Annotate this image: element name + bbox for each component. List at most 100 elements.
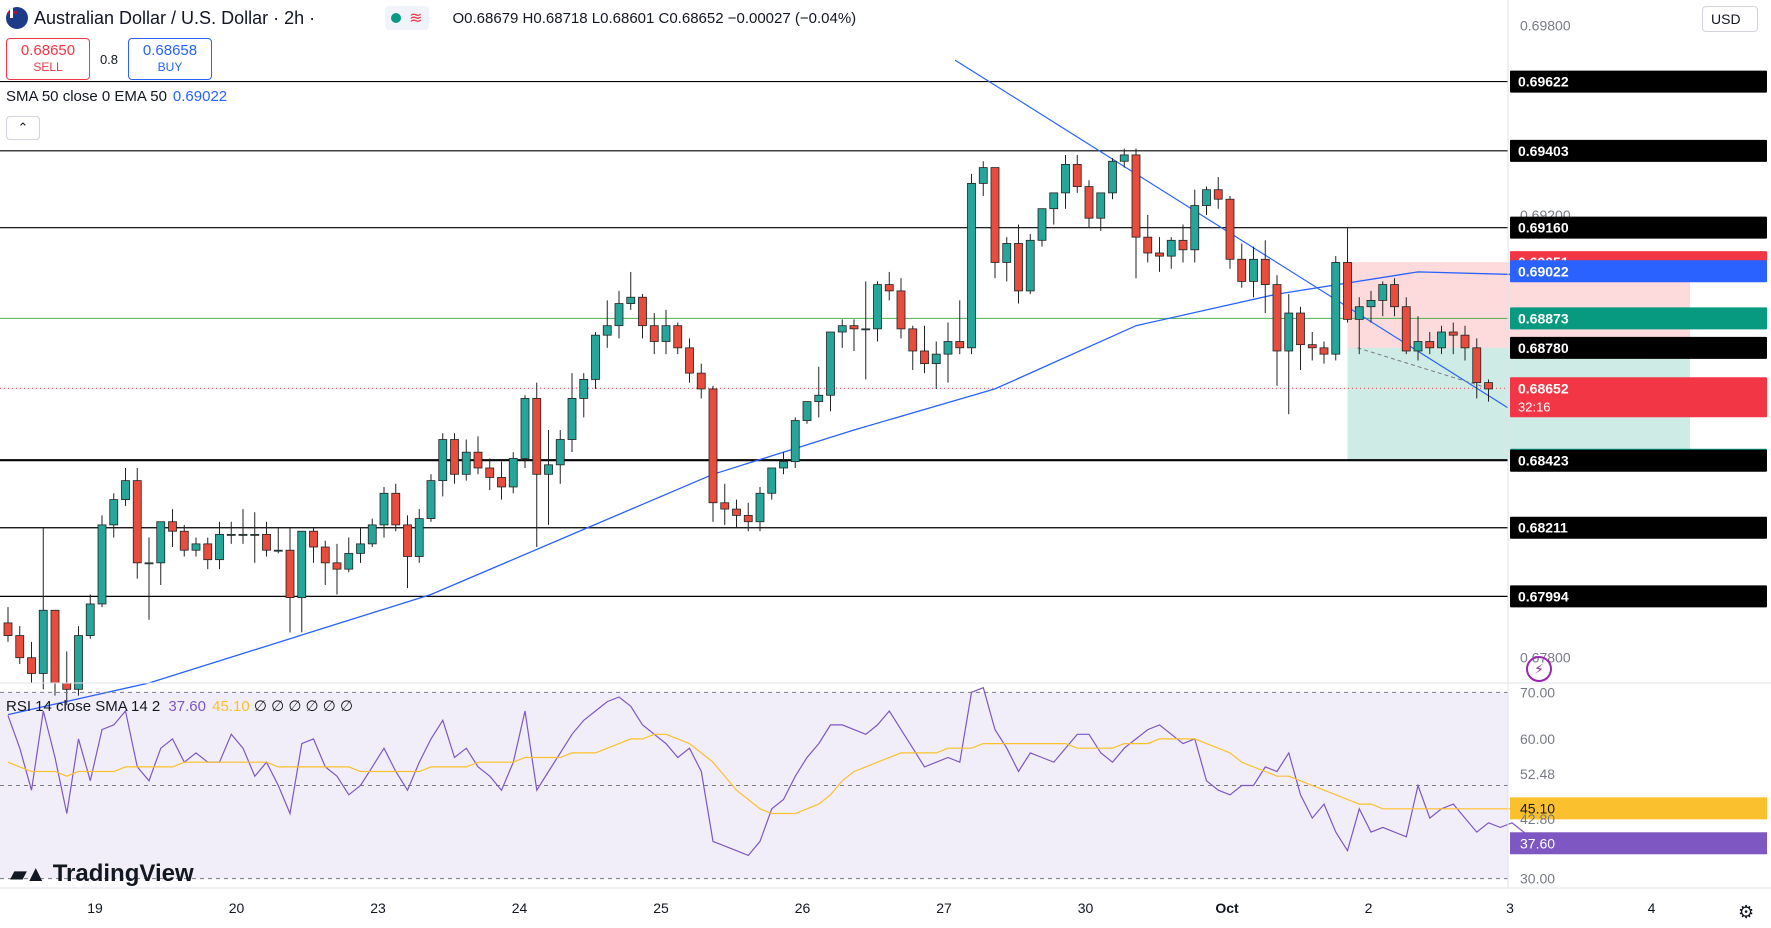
market-open-dot-icon [391,13,402,23]
candle-body [567,398,577,440]
ema-legend-value: 0.69022 [172,88,228,105]
price-badge-text: 0.68652 [1518,380,1569,396]
candle-body [62,682,72,690]
currency-select[interactable]: USD [1702,6,1758,32]
candle-body [38,609,48,674]
price-tick-label: 0.69800 [1520,17,1571,33]
rsi-tick-label: 60.00 [1520,731,1555,747]
rsi-line [7,686,1548,857]
collapse-legend-button[interactable]: ⌃ [6,116,40,140]
candle-body [1096,192,1106,219]
candle-body [273,549,283,552]
candle-body [1002,243,1012,263]
price-badge [1510,516,1767,539]
market-status[interactable]: ≋ [385,6,429,30]
rsi-legend-value: 37.60 [168,698,206,715]
sell-label: SELL [33,60,63,74]
candle-body [743,515,753,523]
candle-body [238,533,248,536]
candle-body [461,451,471,475]
ema-legend[interactable]: SMA 50 close 0 EMA 50 0.69022 [6,88,227,105]
candle-body [1331,262,1341,355]
symbol-title[interactable]: Australian Dollar / U.S. Dollar · 2h · [34,7,316,28]
rsi-legend-params: ∅ ∅ ∅ ∅ ∅ ∅ [253,698,354,715]
candle-body [732,508,741,516]
price-badge [1510,307,1767,330]
candle-body [379,492,389,526]
candle-body [1437,331,1446,349]
candle-body [814,394,824,402]
candle-body [1072,164,1082,187]
buy-button[interactable]: 0.68658 BUY [128,38,212,80]
candle-body [485,467,495,478]
candle-body [356,543,365,554]
rsi-pane [0,686,1548,880]
candle-body [344,552,354,570]
candle-body [1249,258,1258,282]
buy-price: 0.68658 [142,42,198,59]
candle-body [1378,284,1388,301]
candle-body [555,439,565,466]
price-badge-text: 0.68780 [1518,340,1569,356]
price-badge-text: 0.68873 [1518,310,1569,326]
settings-gear-icon[interactable]: ⚙ [1738,902,1755,922]
price-badge-text: 0.67994 [1518,588,1569,604]
candle-body [990,167,1000,263]
candle-body [97,524,107,605]
candle-body [955,341,965,349]
price-badge-text: 0.69160 [1518,220,1569,236]
tradingview-logo[interactable]: ▰▲ TradingView [10,860,194,888]
candle-body [861,328,871,331]
candle-body [544,464,553,475]
candle-body [27,657,36,674]
candle-body [450,439,459,475]
candle-body [1343,262,1352,320]
sell-price: 0.68650 [20,42,76,59]
candle-body [179,530,189,551]
candle-body [779,461,788,469]
rsi-tick-label: 52.48 [1520,766,1555,782]
candle-body [931,353,941,365]
sell-button[interactable]: 0.68650 SELL [6,38,90,80]
rsi-tick-label: 70.00 [1520,684,1555,700]
candle-body [262,533,271,551]
rsi-badge [1510,797,1767,820]
price-badge-text: 0.68211 [1518,520,1568,536]
rsi-legend[interactable]: RSI 14 close SMA 14 2 37.60 45.10 ∅ ∅ ∅ … [6,697,353,715]
candle-body [1425,341,1435,349]
candle-body [1284,312,1294,352]
candle-body [1413,341,1423,352]
time-tick-label: 19 [87,900,103,916]
candle-body [426,480,436,519]
lightning-icon[interactable]: ⚡ [1526,656,1552,682]
position-projection-line [1357,347,1489,389]
candle-body [1061,164,1070,194]
candle-body [908,328,918,352]
candle-body [50,609,60,684]
candle-body [1143,236,1153,254]
candle-body [1108,160,1117,194]
candle-body [1037,208,1047,241]
candle-body [837,325,847,333]
candle-body [1307,344,1317,349]
price-badge-text: 0.69022 [1518,263,1569,279]
spread-value: 0.8 [99,51,119,67]
buy-label: BUY [157,60,183,74]
rsi-badge-text: 45.10 [1520,800,1555,816]
candle-body [1260,258,1270,285]
candle-body [1178,239,1188,251]
candle-body [414,518,424,557]
price-pane [0,59,1690,716]
rsi-tick-label: 42.80 [1520,811,1555,827]
candle-body [685,347,694,374]
ohlc-values: O0.68679 H0.68718 L0.68601 C0.68652 −0.0… [452,9,857,27]
candle-body [1190,205,1200,251]
time-tick-label: Oct [1215,900,1239,916]
candle-body [1401,306,1411,352]
candle-body [203,543,213,561]
candle-body [1319,347,1329,355]
candle-body [297,530,307,599]
time-tick-label: 4 [1648,900,1656,916]
candle-body [755,492,765,523]
candle-body [1225,198,1235,260]
